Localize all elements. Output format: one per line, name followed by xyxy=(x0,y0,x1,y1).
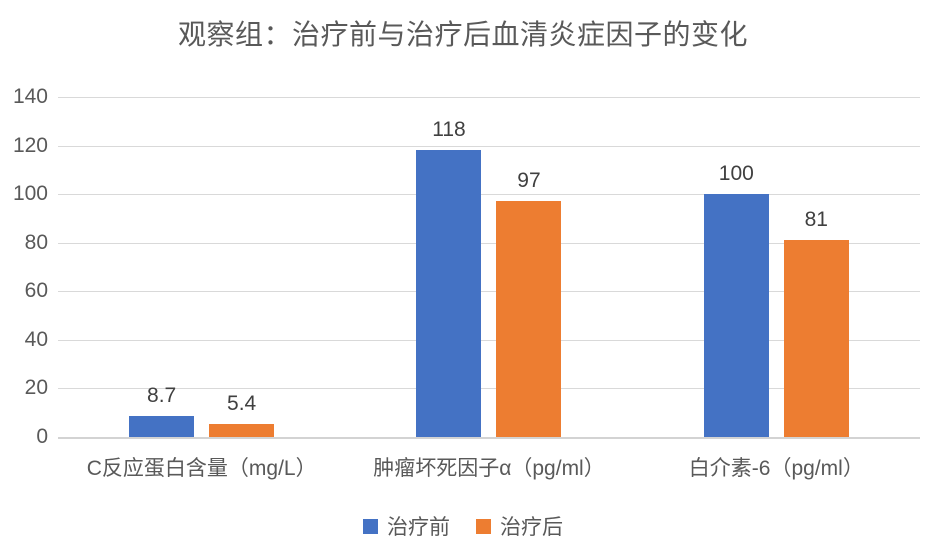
bar-column-after-treatment: 81 xyxy=(783,208,849,437)
bar-value-label: 81 xyxy=(804,208,828,232)
y-tick-label: 20 xyxy=(24,376,48,400)
gridline xyxy=(58,97,920,98)
y-tick-label: 0 xyxy=(36,425,48,448)
bar-column-after-treatment: 5.4 xyxy=(209,391,275,437)
bar-group: 8.7 5.4 xyxy=(58,97,345,437)
legend-swatch xyxy=(476,518,491,534)
bar-value-label: 5.4 xyxy=(227,391,257,415)
bar-group: 100 81 xyxy=(633,97,920,437)
bar-groups: 8.7 5.4 118 97 100 81 xyxy=(58,97,920,437)
y-tick-label: 80 xyxy=(24,230,48,254)
gridline xyxy=(58,145,920,147)
y-tick-label: 100 xyxy=(12,182,48,206)
legend-item-before-treatment: 治疗前 xyxy=(363,511,450,541)
y-tick-label: 60 xyxy=(24,279,48,303)
y-tick-label: 120 xyxy=(12,133,48,157)
bar-column-before-treatment: 8.7 xyxy=(129,383,195,437)
gridline xyxy=(58,242,920,244)
legend-label: 治疗后 xyxy=(500,516,563,539)
bar-group: 118 97 xyxy=(345,97,632,437)
legend: 治疗前 治疗后 xyxy=(0,511,926,541)
bar-value-label: 97 xyxy=(517,169,541,193)
x-category-label: C反应蛋白含量（mg/L） xyxy=(86,457,317,480)
bar-column-before-treatment: 118 xyxy=(416,118,482,437)
bar-after-treatment xyxy=(783,240,849,437)
legend-label: 治疗前 xyxy=(387,516,450,539)
bar-value-label: 8.7 xyxy=(147,383,177,407)
x-category-label: 白介素-6（pg/ml） xyxy=(688,457,864,480)
y-tick-label: 140 xyxy=(12,85,48,108)
bar-after-treatment xyxy=(496,201,562,437)
gridline xyxy=(58,291,920,293)
x-category-label: 肿瘤坏死因子α（pg/ml） xyxy=(373,457,605,480)
bar-column-before-treatment: 100 xyxy=(703,162,769,437)
y-tick-label: 40 xyxy=(24,327,48,351)
chart-title: 观察组：治疗前与治疗后血清炎症因子的变化 xyxy=(177,19,748,50)
plot-area: 8.7 5.4 118 97 100 81 xyxy=(58,97,920,439)
bar-column-after-treatment: 97 xyxy=(496,169,562,437)
bar-value-label: 100 xyxy=(718,162,754,186)
gridline xyxy=(58,339,920,341)
legend-swatch xyxy=(363,518,378,534)
legend-item-after-treatment: 治疗后 xyxy=(476,511,563,541)
x-axis-line xyxy=(58,437,920,439)
bar-before-treatment xyxy=(703,194,769,437)
bar-before-treatment xyxy=(416,150,482,437)
x-axis-labels: C反应蛋白含量（mg/L） 肿瘤坏死因子α（pg/ml） 白介素-6（pg/ml） xyxy=(58,452,920,482)
gridline xyxy=(58,194,920,196)
bar-after-treatment xyxy=(209,423,275,437)
bar-value-label: 118 xyxy=(432,118,466,142)
bar-before-treatment xyxy=(129,415,195,437)
gridline xyxy=(58,388,920,390)
